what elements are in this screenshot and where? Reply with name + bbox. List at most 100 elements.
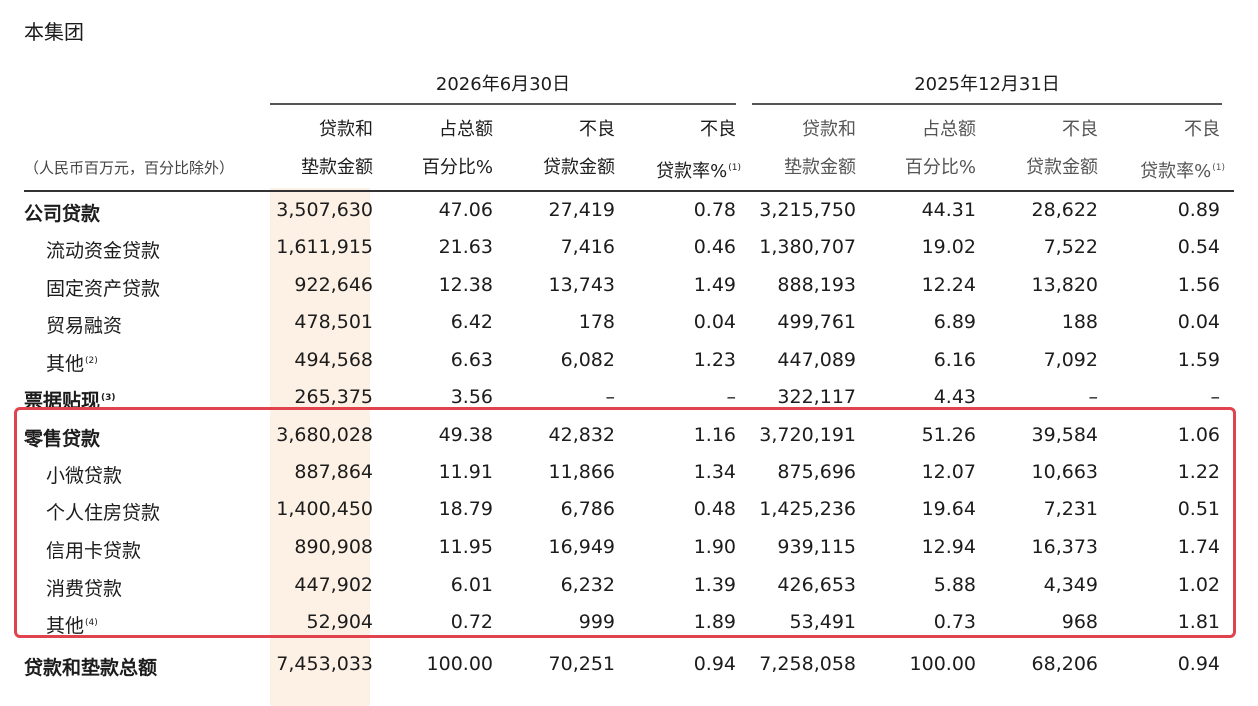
table-cell: 1.23	[693, 349, 736, 371]
highlight-column-background	[270, 188, 370, 706]
table-cell: 100.00	[426, 653, 493, 675]
table-cell: 875,696	[777, 461, 856, 483]
table-row: 信用卡贷款 890,908 11.95 16,949 1.90 939,115 12.94 1…	[0, 530, 1258, 567]
table-cell: 888,193	[777, 274, 856, 296]
table-cell: 7,092	[1043, 349, 1098, 371]
table-cell: 100.00	[909, 653, 976, 675]
table-row: 其他(2) 494,568 6.63 6,082 1.23 447,089 6.16 7,09…	[0, 343, 1258, 380]
table-cell: 0.51	[1177, 498, 1220, 520]
table-cell: 3,507,630	[276, 199, 373, 221]
header-text: 贷款率%	[656, 161, 728, 182]
table-cell: 890,908	[294, 536, 373, 558]
table-cell: 1.59	[1177, 349, 1220, 371]
table-cell: 6,232	[560, 574, 615, 596]
table-cell: 47.06	[438, 199, 493, 221]
table-cell: 10,663	[1031, 461, 1098, 483]
row-label-text: 个人住房贷款	[46, 502, 161, 524]
table-cell: 1.02	[1177, 574, 1220, 596]
table-cell: 1,400,450	[276, 498, 373, 520]
table-cell: 52,904	[306, 611, 373, 633]
table-cell: 3,680,028	[276, 424, 373, 446]
table-cell: 1.90	[693, 536, 736, 558]
table-cell: 1.56	[1177, 274, 1220, 296]
table-cell: 922,646	[294, 274, 373, 296]
table-cell: 7,522	[1043, 236, 1098, 258]
row-label: 公司贷款	[24, 199, 100, 226]
retail-loans-highlight-box	[14, 407, 1236, 638]
column-header-1-line-2: 垫款金额	[301, 157, 373, 178]
table-cell: 16,373	[1031, 536, 1098, 558]
table-cell: 42,832	[548, 424, 615, 446]
table-cell: 16,949	[548, 536, 615, 558]
column-header-5-line-2: 垫款金额	[784, 157, 856, 178]
table-cell: 21.63	[438, 236, 493, 258]
table-cell: 53,491	[789, 611, 856, 633]
period-header-2026: 2026年6月30日	[435, 74, 571, 95]
table-cell: –	[1210, 386, 1221, 408]
table-cell: 0.94	[1177, 653, 1220, 675]
row-label: 零售贷款	[24, 424, 100, 451]
table-cell: 7,258,058	[759, 653, 856, 675]
table-cell: 13,743	[548, 274, 615, 296]
row-label: 小微贷款	[46, 461, 122, 488]
table-cell: 70,251	[548, 653, 615, 675]
table-row: 票据贴现(3) 265,375 3.56 – – 322,117 4.43 – –	[0, 380, 1258, 417]
column-header-8-line-2: 贷款率%(1)	[1105, 150, 1225, 190]
table-cell: 188	[1061, 311, 1098, 333]
table-cell: 0.72	[450, 611, 493, 633]
table-cell: 494,568	[294, 349, 373, 371]
row-label-text: 信用卡贷款	[46, 540, 142, 562]
table-cell: 939,115	[777, 536, 856, 558]
row-label-text: 流动资金贷款	[46, 240, 161, 262]
column-header-7-line-1: 不良	[1062, 119, 1098, 140]
table-cell: 6.01	[450, 574, 493, 596]
period-header-2025: 2025年12月31日	[914, 74, 1060, 95]
row-label: 流动资金贷款	[46, 236, 160, 263]
table-cell: 426,653	[777, 574, 856, 596]
table-cell: 178	[578, 311, 615, 333]
table-cell: 1.16	[693, 424, 736, 446]
table-cell: 4,349	[1043, 574, 1098, 596]
table-cell: 3.56	[450, 386, 493, 408]
table-cell: –	[726, 386, 737, 408]
row-label: 其他(4)	[46, 611, 98, 638]
table-cell: 1.74	[1177, 536, 1220, 558]
row-label-text: 固定资产贷款	[46, 278, 161, 300]
row-label: 贸易融资	[46, 311, 122, 338]
table-cell: 51.26	[921, 424, 976, 446]
table-cell: 5.88	[933, 574, 976, 596]
row-label: 信用卡贷款	[46, 536, 141, 563]
table-cell: 887,864	[294, 461, 373, 483]
table-cell: 322,117	[777, 386, 856, 408]
table-cell: 7,231	[1043, 498, 1098, 520]
table-row: 贸易融资 478,501 6.42 178 0.04 499,761 6.89 188 0.04	[0, 305, 1258, 342]
header-text: 贷款率%	[1140, 161, 1212, 182]
table-cell: 1,380,707	[759, 236, 856, 258]
table-cell: 1.81	[1177, 611, 1220, 633]
table-cell: 0.94	[693, 653, 736, 675]
column-header-8-line-1: 不良	[1184, 119, 1220, 140]
table-cell: 3,720,191	[759, 424, 856, 446]
period-underline-2025	[752, 103, 1222, 105]
header-footnote-marker: (1)	[1212, 163, 1225, 173]
table-row: 固定资产贷款 922,646 12.38 13,743 1.49 888,193 12.24…	[0, 268, 1258, 305]
table-cell: 6,082	[560, 349, 615, 371]
table-cell: 1,425,236	[759, 498, 856, 520]
row-label: 消费贷款	[46, 574, 122, 601]
column-header-4-line-1: 不良	[700, 119, 736, 140]
row-label-text: 小微贷款	[46, 465, 123, 487]
table-cell: 28,622	[1031, 199, 1098, 221]
table-cell: 478,501	[294, 311, 373, 333]
table-cell: 447,089	[777, 349, 856, 371]
table-cell: 1.49	[693, 274, 736, 296]
row-label: 固定资产贷款	[46, 274, 160, 301]
table-cell: 0.46	[693, 236, 736, 258]
table-cell: 49.38	[438, 424, 493, 446]
footnote-marker: (3)	[101, 392, 116, 403]
table-cell: 11.91	[438, 461, 493, 483]
table-row: 贷款和垫款总额 7,453,033 100.00 70,251 0.94 7,258,05…	[0, 647, 1258, 684]
table-cell: 12.94	[921, 536, 976, 558]
column-header-3-line-2: 贷款金额	[543, 157, 615, 178]
table-cell: 6.42	[450, 311, 493, 333]
table-cell: 0.04	[1177, 311, 1220, 333]
